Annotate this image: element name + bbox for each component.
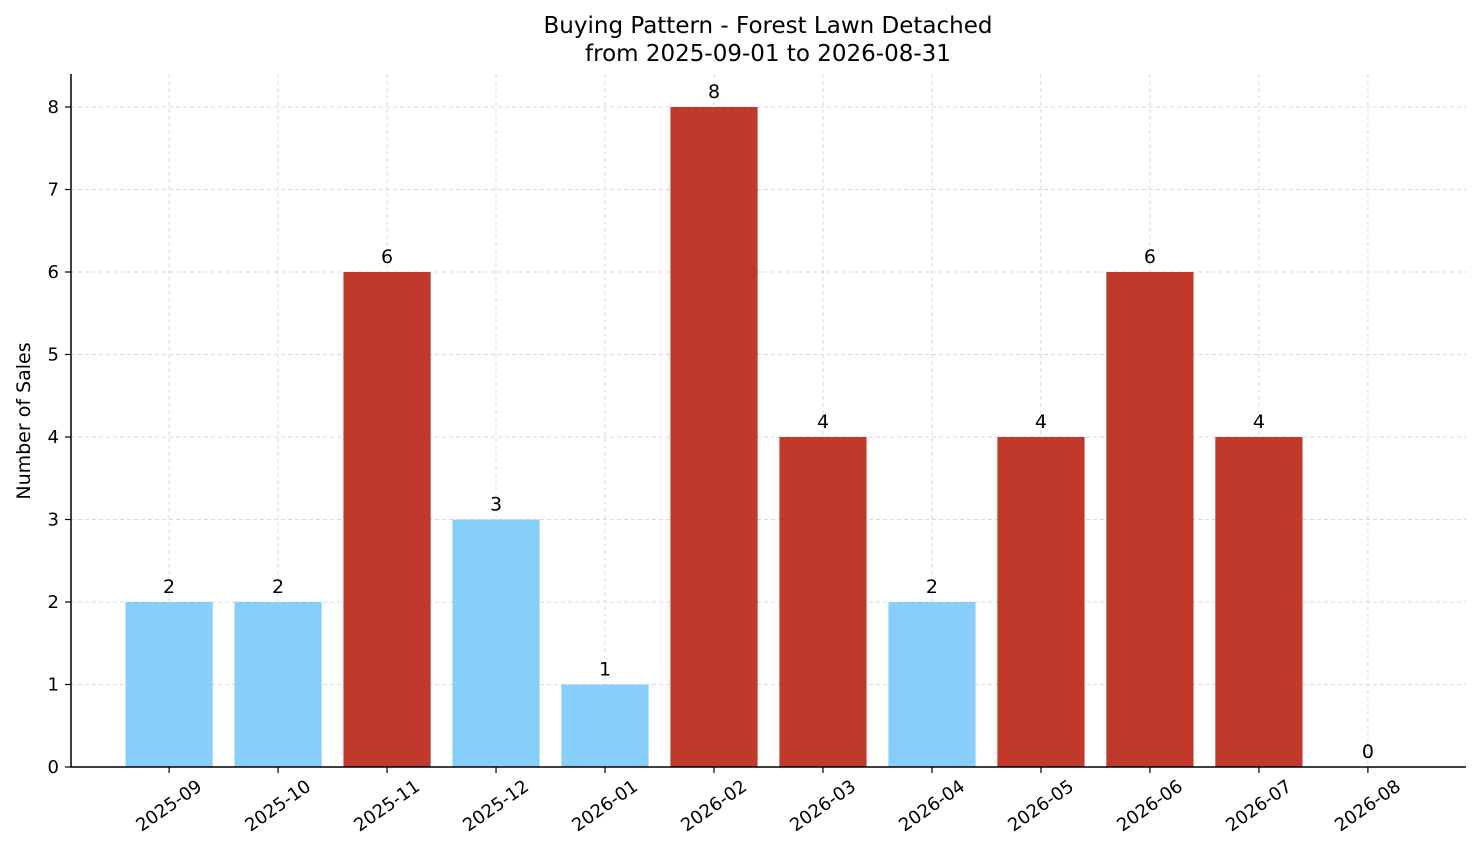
bar [343, 272, 431, 767]
bar [670, 107, 758, 767]
data-label: 2 [272, 576, 284, 598]
x-tick-label: 2025-09 [132, 776, 206, 836]
x-tick-label: 2025-12 [459, 776, 533, 836]
bar [1215, 437, 1303, 767]
chart-title: Buying Pattern - Forest Lawn Detached [544, 13, 993, 39]
x-tick-label: 2026-07 [1222, 776, 1296, 836]
value-labels: 2 2 6 3 1 8 4 2 4 6 4 0 [163, 81, 1374, 763]
data-label: 4 [1035, 411, 1047, 433]
x-tick-label: 2026-05 [1004, 776, 1078, 836]
bar [561, 684, 649, 767]
bar [997, 437, 1085, 767]
y-axis-label: Number of Sales [13, 342, 35, 499]
x-tick-label: 2026-01 [568, 776, 642, 836]
data-label: 4 [817, 411, 829, 433]
chart-subtitle: from 2025-09-01 to 2026-08-31 [585, 41, 951, 67]
y-tick-label: 3 [48, 510, 59, 531]
x-tick-label: 2026-03 [786, 776, 860, 836]
data-label: 6 [1144, 246, 1156, 268]
x-tick-label: 2026-06 [1113, 776, 1187, 836]
data-label: 8 [708, 81, 720, 103]
data-label: 0 [1362, 741, 1374, 763]
bars [125, 107, 1303, 767]
bar [779, 437, 867, 767]
bar [234, 602, 322, 767]
y-tick-label: 6 [48, 262, 59, 283]
data-label: 3 [490, 494, 502, 516]
x-tick-label: 2025-11 [350, 776, 424, 836]
data-label: 2 [926, 576, 938, 598]
y-tick-label: 4 [48, 427, 59, 448]
y-tick-label: 2 [48, 592, 59, 613]
bar [888, 602, 976, 767]
y-tick-label: 8 [48, 97, 59, 118]
y-ticks: 0 1 2 3 4 5 6 7 8 [48, 97, 71, 778]
y-tick-label: 0 [48, 757, 59, 778]
y-tick-label: 5 [48, 345, 59, 366]
data-label: 1 [599, 659, 611, 681]
bar [125, 602, 213, 767]
bar [452, 519, 540, 767]
y-tick-label: 1 [48, 675, 59, 696]
data-label: 2 [163, 576, 175, 598]
x-ticks: 2025-09 2025-10 2025-11 2025-12 2026-01 2026-… [132, 767, 1405, 836]
y-tick-label: 7 [48, 180, 59, 201]
data-label: 4 [1253, 411, 1265, 433]
x-tick-label: 2026-08 [1331, 776, 1405, 836]
x-tick-label: 2026-04 [895, 776, 969, 836]
x-tick-label: 2025-10 [241, 776, 315, 836]
data-label: 6 [381, 246, 393, 268]
bar [1106, 272, 1194, 767]
x-tick-label: 2026-02 [677, 776, 751, 836]
